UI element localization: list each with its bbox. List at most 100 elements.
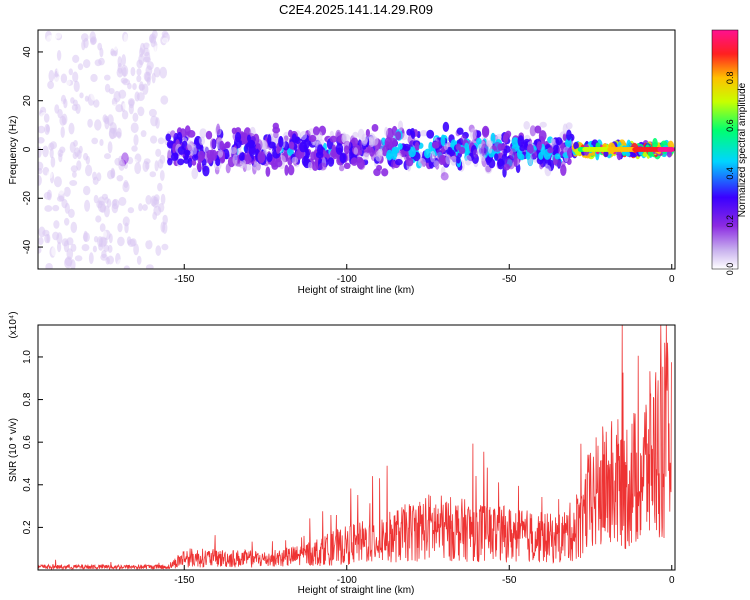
heatmap-cell — [187, 157, 193, 168]
heatmap-cell — [191, 167, 199, 180]
x-tick-label: 0 — [669, 575, 675, 586]
heatmap-cell — [424, 148, 431, 159]
heatmap-cell — [121, 65, 129, 77]
heatmap-cell — [307, 161, 313, 171]
heatmap-cell — [142, 160, 149, 173]
heatmap-cell — [106, 198, 112, 208]
heatmap-cell — [129, 218, 135, 231]
heatmap-cell — [97, 42, 103, 51]
x-tick-label: 0 — [669, 274, 675, 285]
heatmap-cell — [81, 40, 86, 51]
heatmap-cell — [550, 138, 555, 145]
heatmap-cell — [70, 165, 78, 173]
heatmap-cell — [349, 150, 354, 161]
heatmap-cell — [95, 215, 102, 223]
heatmap-cell — [63, 30, 69, 39]
heatmap-cell — [187, 140, 193, 151]
x-tick-label: -150 — [174, 575, 194, 586]
heatmap-cell — [187, 130, 196, 138]
heatmap-cell — [38, 175, 42, 186]
heatmap-cell — [103, 244, 110, 252]
heatmap-cell — [130, 66, 136, 77]
heatmap-cell — [132, 83, 137, 90]
heatmap-x-ticks: -150 -100 -50 0 — [174, 264, 675, 285]
heatmap-cell — [155, 245, 162, 256]
heatmap-cell — [157, 159, 164, 169]
heatmap-cell — [133, 134, 139, 146]
heatmap-cell — [69, 180, 78, 186]
x-tick-label: -150 — [174, 274, 194, 285]
heatmap-cell — [118, 159, 125, 171]
heatmap-cell — [247, 134, 251, 142]
heatmap-cell — [93, 99, 100, 108]
heatmap-cell — [149, 171, 157, 178]
heatmap-cell — [343, 140, 352, 150]
heatmap-cell — [103, 205, 110, 218]
heatmap-cell — [529, 125, 537, 137]
heatmap-cell — [159, 66, 167, 79]
heatmap-cell — [526, 143, 534, 154]
heatmap-cell — [116, 259, 124, 269]
heatmap-cell — [504, 157, 513, 169]
heatmap-cell — [268, 141, 276, 149]
heatmap-cell — [445, 154, 451, 165]
heatmap-cell — [165, 133, 172, 142]
heatmap-cell — [426, 129, 435, 139]
heatmap-cell — [525, 152, 531, 160]
heatmap-cell — [116, 175, 124, 182]
heatmap-cell — [107, 114, 114, 126]
heatmap-cell — [104, 74, 111, 81]
heatmap-cell — [440, 172, 449, 181]
heatmap-cell — [402, 143, 411, 152]
heatmap-cell — [375, 150, 382, 162]
heatmap-cell — [45, 124, 50, 133]
heatmap-cell — [493, 141, 502, 153]
heatmap-cell — [485, 140, 494, 147]
heatmap-cell — [70, 221, 78, 234]
heatmap-cell — [126, 250, 131, 260]
heatmap-cell — [469, 128, 477, 140]
heatmap-cell — [57, 149, 64, 157]
heatmap-cell — [57, 241, 62, 253]
heatmap-cell — [47, 80, 54, 90]
heatmap-cell — [219, 140, 225, 152]
heatmap-cell — [456, 156, 461, 164]
heatmap-cell — [150, 135, 158, 144]
heatmap-cell — [184, 149, 191, 156]
y-tick-label: 1.0 — [22, 350, 33, 364]
heatmap-cell — [440, 134, 446, 147]
heatmap-cell — [99, 139, 104, 146]
snr-line-marks — [38, 325, 672, 570]
heatmap-cell — [361, 133, 369, 145]
heatmap-cell — [54, 76, 61, 85]
heatmap-cell — [391, 148, 398, 160]
heatmap-cell — [83, 152, 89, 161]
heatmap-cell — [300, 130, 307, 141]
heatmap-cell — [395, 131, 402, 141]
heatmap-cell — [145, 195, 152, 205]
heatmap-cell — [215, 158, 221, 167]
heatmap-cell — [276, 146, 281, 155]
heatmap-cell — [104, 153, 111, 160]
heatmap-cell — [573, 141, 579, 150]
heatmap-cell — [121, 110, 129, 120]
heatmap-cell — [122, 78, 131, 86]
heatmap-cell — [476, 137, 482, 145]
heatmap-cell — [257, 151, 266, 164]
heatmap-cell — [450, 155, 457, 166]
heatmap-cell — [110, 167, 115, 179]
heatmap-cell — [93, 194, 99, 204]
heatmap-cell — [74, 255, 83, 262]
heatmap-cell — [157, 182, 163, 192]
heatmap-cell — [76, 160, 82, 171]
heatmap-cell — [127, 239, 136, 247]
heatmap-cell — [44, 234, 50, 244]
heatmap-cell — [472, 149, 479, 158]
heatmap-cell — [75, 103, 81, 115]
heatmap-cell — [244, 163, 252, 171]
heatmap-cell — [560, 164, 567, 176]
heatmap-cell — [61, 198, 68, 209]
heatmap-cell — [101, 193, 108, 200]
heatmap-cell — [142, 204, 148, 211]
